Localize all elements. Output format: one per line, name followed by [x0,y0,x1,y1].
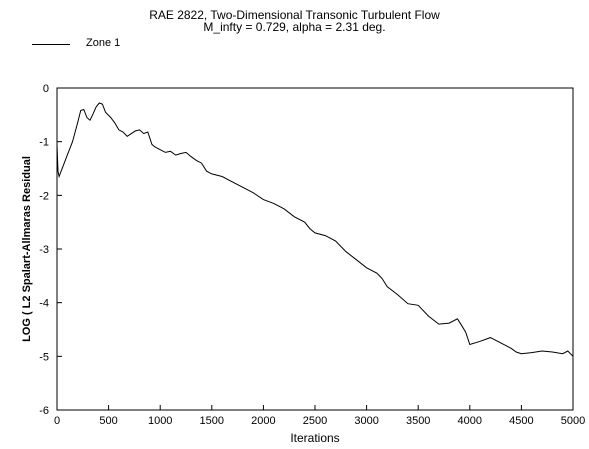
x-tick-label: 4500 [509,415,533,427]
x-tick-label: 4000 [458,415,482,427]
y-tick-label: -3 [39,244,49,256]
chart-subtitle: M_infty = 0.729, alpha = 2.31 deg. [203,20,386,34]
x-tick-label: 2500 [303,415,327,427]
y-tick-label: -4 [39,298,49,310]
x-tick-label: 1000 [148,415,172,427]
x-axis-label: Iterations [290,431,339,445]
y-tick-label: -2 [39,190,49,202]
x-tick-label: 3000 [354,415,378,427]
y-tick-label: -6 [39,405,49,417]
x-axis: 0 500 1000 1500 2000 2500 3000 3500 4000 4500 5000 [54,405,585,427]
x-tick-label: 0 [54,415,60,427]
series-layer [56,102,574,357]
y-tick-label: 0 [43,83,49,95]
y-tick-label: -1 [39,137,49,149]
legend-line-swatch [32,44,70,45]
x-tick-label: 1500 [200,415,224,427]
legend-label: Zone 1 [86,37,121,49]
series-line-zone-1 [56,102,574,357]
plot-frame [56,87,574,411]
y-tick-label: -5 [39,351,49,363]
x-tick-label: 2000 [251,415,275,427]
y-axis-label: LOG ( L2 Spalart-Allmaras Residual [21,156,33,342]
y-axis: 0 -1 -2 -3 -4 -5 -6 [39,83,62,417]
x-tick-label: 3500 [406,415,430,427]
x-tick-label: 500 [99,415,117,427]
chart-title: RAE 2822, Two-Dimensional Transonic Turb… [149,8,440,22]
x-tick-label: 5000 [561,415,585,427]
